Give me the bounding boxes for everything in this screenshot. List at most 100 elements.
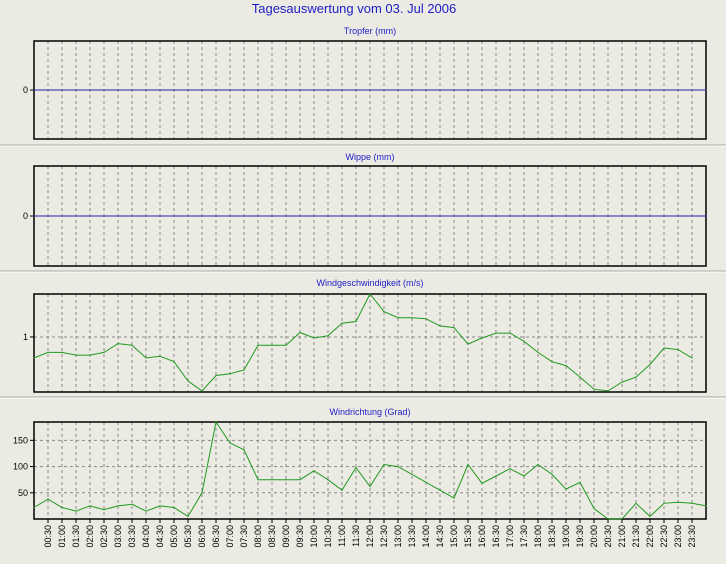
data-point (551, 473, 553, 475)
data-point (523, 340, 525, 342)
data-point (61, 215, 63, 217)
data-point (145, 215, 147, 217)
panel-title: Windrichtung (Grad) (329, 407, 410, 417)
data-point (369, 89, 371, 91)
data-point (369, 485, 371, 488)
data-point (89, 354, 91, 356)
data-point (509, 89, 511, 91)
data-point (103, 509, 105, 511)
data-point (439, 489, 441, 491)
x-tick-label: 05:30 (183, 525, 193, 548)
x-tick-label: 03:00 (113, 525, 123, 548)
x-tick-label: 10:30 (323, 525, 333, 548)
data-point (355, 89, 357, 91)
data-point (691, 215, 693, 217)
data-point (705, 89, 707, 91)
y-tick-label: 50 (18, 488, 28, 498)
data-point (229, 373, 231, 375)
chart-panel: Tropfer (mm) 0 (0, 26, 726, 147)
data-point (75, 510, 77, 512)
data-point (201, 89, 203, 91)
data-point (621, 215, 623, 217)
data-point (75, 354, 77, 356)
data-point (33, 89, 35, 91)
chart-panel: Windrichtung (Grad) 50 100 150 (13, 407, 707, 520)
data-point (257, 344, 259, 346)
data-point (551, 89, 553, 91)
x-tick-label: 20:00 (589, 525, 599, 548)
data-point (173, 89, 175, 91)
data-point (313, 89, 315, 91)
x-tick-label: 19:00 (561, 525, 571, 548)
data-point (621, 381, 623, 383)
x-tick-label: 16:30 (491, 525, 501, 548)
chart-panel: Wippe (mm) 0 (0, 152, 726, 273)
data-point (145, 357, 147, 359)
data-point (635, 376, 637, 378)
data-point (691, 357, 693, 359)
data-point (47, 351, 49, 353)
x-tick-label: 08:00 (253, 525, 263, 548)
data-point (89, 89, 91, 91)
data-point (397, 89, 399, 91)
y-tick-label: 0 (23, 211, 28, 221)
data-point (117, 215, 119, 217)
data-point (523, 89, 525, 91)
data-point (495, 475, 497, 477)
x-tick-label: 15:00 (449, 525, 459, 548)
data-point (411, 473, 413, 475)
data-point (33, 506, 35, 509)
data-point (565, 488, 567, 490)
data-point (159, 215, 161, 217)
data-point (299, 479, 301, 481)
data-point (131, 503, 133, 505)
data-point (705, 215, 707, 217)
data-point (369, 215, 371, 217)
data-point (47, 498, 49, 500)
data-point (47, 215, 49, 217)
data-point (215, 89, 217, 91)
x-tick-label: 00:30 (43, 525, 53, 548)
data-point (173, 215, 175, 217)
data-point (663, 215, 665, 217)
data-point (355, 467, 357, 469)
data-point (327, 479, 329, 481)
data-point (397, 317, 399, 319)
x-tick-label: 16:00 (477, 525, 487, 548)
data-point (467, 463, 469, 466)
data-point (229, 89, 231, 91)
data-point (425, 318, 427, 320)
data-point (635, 215, 637, 217)
data-point (103, 215, 105, 217)
data-point (663, 502, 665, 504)
data-point (229, 215, 231, 217)
data-point (523, 215, 525, 217)
data-point (691, 89, 693, 91)
data-point (509, 468, 511, 470)
data-point (425, 481, 427, 483)
y-tick-label: 1 (23, 332, 28, 342)
x-tick-label: 23:00 (673, 525, 683, 548)
data-point (495, 332, 497, 334)
data-point (607, 215, 609, 217)
data-point (551, 361, 553, 363)
x-tick-label: 09:30 (295, 525, 305, 548)
data-point (649, 215, 651, 217)
data-point (579, 215, 581, 217)
data-point (285, 215, 287, 217)
data-point (201, 390, 203, 392)
x-tick-label: 06:30 (211, 525, 221, 548)
x-tick-label: 07:30 (239, 525, 249, 548)
data-point (411, 215, 413, 217)
data-point (425, 215, 427, 217)
data-point (537, 351, 539, 353)
data-point (117, 89, 119, 91)
data-point (145, 89, 147, 91)
data-point (537, 463, 539, 466)
y-tick-label: 150 (13, 435, 28, 445)
data-point (509, 215, 511, 217)
x-tick-label: 19:30 (575, 525, 585, 548)
data-point (131, 89, 133, 91)
x-tick-label: 04:00 (141, 525, 151, 548)
